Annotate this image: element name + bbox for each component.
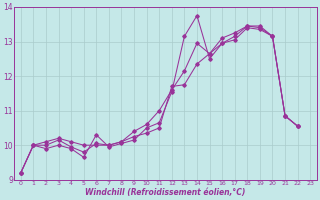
X-axis label: Windchill (Refroidissement éolien,°C): Windchill (Refroidissement éolien,°C) [85, 188, 246, 197]
